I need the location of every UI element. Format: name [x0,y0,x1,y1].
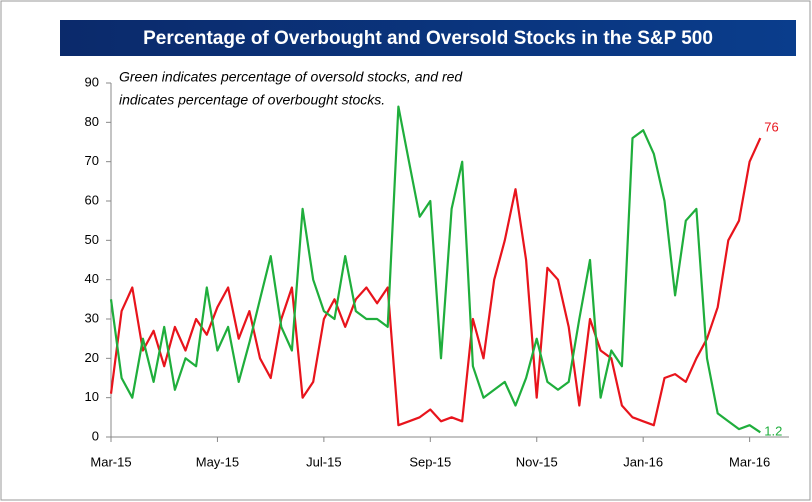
x-tick-label: Mar-15 [90,454,131,469]
chart-title: Percentage of Overbought and Oversold St… [143,28,713,49]
end-value-label: 1.2 [764,424,782,439]
y-tick-label: 60 [85,192,99,207]
y-tick-label: 50 [85,232,99,247]
x-tick-label: Jul-15 [306,454,341,469]
x-tick-label: Mar-16 [729,454,770,469]
y-tick-label: 0 [92,428,99,443]
series-line [109,105,761,434]
x-tick-label: Jan-16 [623,454,663,469]
y-tick-label: 70 [85,153,99,168]
title-band [60,20,796,56]
end-value-label: 76 [764,120,778,135]
y-tick-label: 40 [85,271,99,286]
x-tick-label: Nov-15 [516,454,558,469]
x-tick-label: May-15 [196,454,239,469]
x-tick-label: Sep-15 [409,454,451,469]
y-tick-label: 90 [85,74,99,89]
y-tick-label: 80 [85,114,99,129]
series-line [109,137,762,427]
y-tick-label: 30 [85,310,99,325]
annotation: indicates percentage of overbought stock… [119,92,385,108]
y-tick-label: 10 [85,389,99,404]
annotation: Green indicates percentage of oversold s… [119,69,463,85]
y-tick-label: 20 [85,350,99,365]
